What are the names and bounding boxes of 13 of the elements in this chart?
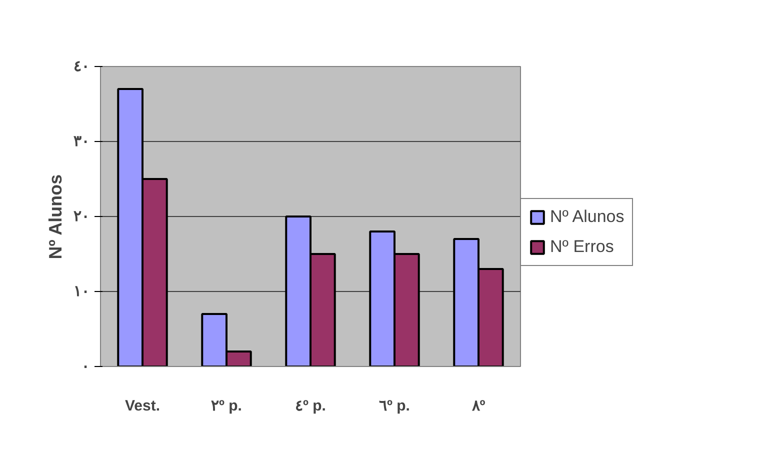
y-tick-label: ٠ (82, 358, 90, 375)
y-tick-label: ٤٠ (74, 58, 90, 75)
legend-label: Nº Erros (550, 237, 614, 257)
x-tick-label: ٤º p. (295, 398, 326, 414)
x-tick-label: Vest. (124, 398, 160, 414)
x-tick-label: ٢º p. (211, 398, 242, 414)
y-tick-label: ٢٠ (74, 208, 90, 225)
y-axis-title: Nº Alunos (46, 174, 66, 260)
y-tick-label: ٣٠ (74, 133, 90, 150)
x-tick-label: ٦º p. (379, 398, 410, 414)
legend-label: Nº Alunos (550, 207, 624, 227)
y-tick-label: ١٠ (74, 283, 90, 300)
x-tick-label: ٨º (470, 398, 486, 414)
